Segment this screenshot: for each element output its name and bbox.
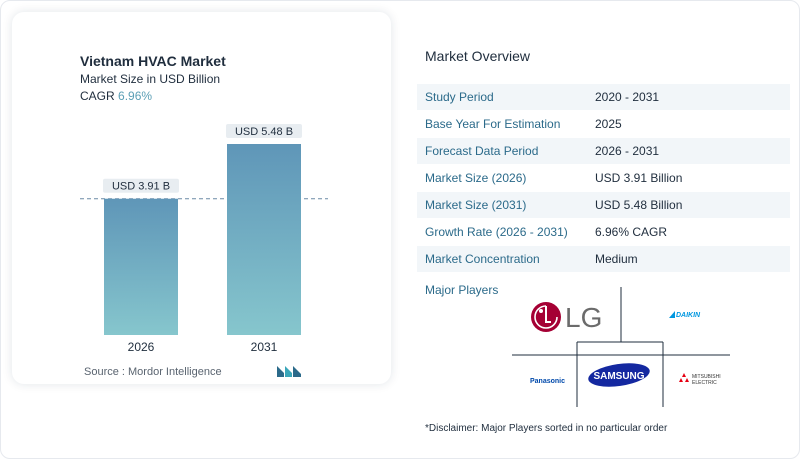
overview-value: 6.96% CAGR [595, 225, 668, 239]
data-label-2026: USD 3.91 B [112, 181, 170, 193]
bar-2026 [104, 198, 178, 335]
overview-title: Market Overview [425, 48, 531, 64]
bar-chart: USD 3.91 B 2026 USD 5.48 B 2031 [80, 124, 328, 354]
chart-title: Vietnam HVAC Market [80, 53, 226, 69]
chart-subtitle: Market Size in USD Billion [80, 72, 221, 86]
overview-label: Market Size (2026) [425, 171, 527, 185]
overview-value: Medium [595, 252, 638, 266]
overview-row: Market Size (2026) USD 3.91 Billion [417, 165, 790, 192]
major-players-title: Major Players [425, 283, 499, 297]
disclaimer: *Disclaimer: Major Players sorted in no … [425, 423, 668, 434]
chart-card [12, 12, 391, 384]
cagr-row: CAGR 6.96% [80, 89, 152, 103]
x-tick-label-2031: 2031 [251, 340, 278, 354]
overview-label: Forecast Data Period [425, 144, 539, 158]
bar-2031 [227, 144, 301, 335]
overview-row: Growth Rate (2026 - 2031) 6.96% CAGR [417, 219, 790, 246]
overview-label: Market Concentration [425, 252, 540, 266]
overview-row: Base Year For Estimation 2025 [417, 111, 790, 138]
overview-label: Study Period [425, 90, 494, 104]
overview-row: Market Concentration Medium [417, 246, 790, 273]
overview-row: Study Period 2020 - 2031 [417, 84, 790, 111]
data-label-2031: USD 5.48 B [235, 126, 293, 138]
cagr-label: CAGR [80, 89, 115, 103]
overview-value: USD 3.91 Billion [595, 171, 683, 185]
overview-table: Study Period 2020 - 2031 Base Year For E… [417, 84, 790, 273]
overview-row: Forecast Data Period 2026 - 2031 [417, 138, 790, 165]
overview-value: 2026 - 2031 [595, 144, 660, 158]
overview-label: Base Year For Estimation [425, 117, 561, 131]
chart-source: Source : Mordor Intelligence [84, 366, 222, 378]
x-tick-label-2026: 2026 [128, 340, 155, 354]
cagr-value: 6.96% [118, 89, 153, 103]
data-label-bg-2026 [103, 178, 179, 193]
overview-value: 2020 - 2031 [595, 90, 660, 104]
mordor-intelligence-logo-icon [277, 366, 301, 377]
overview-value: USD 5.48 Billion [595, 198, 683, 212]
overview-label: Growth Rate (2026 - 2031) [425, 225, 568, 239]
overview-value: 2025 [595, 117, 622, 131]
overview-row: Market Size (2031) USD 5.48 Billion [417, 192, 790, 219]
data-label-bg-2031 [226, 124, 302, 138]
overview-label: Market Size (2031) [425, 198, 527, 212]
